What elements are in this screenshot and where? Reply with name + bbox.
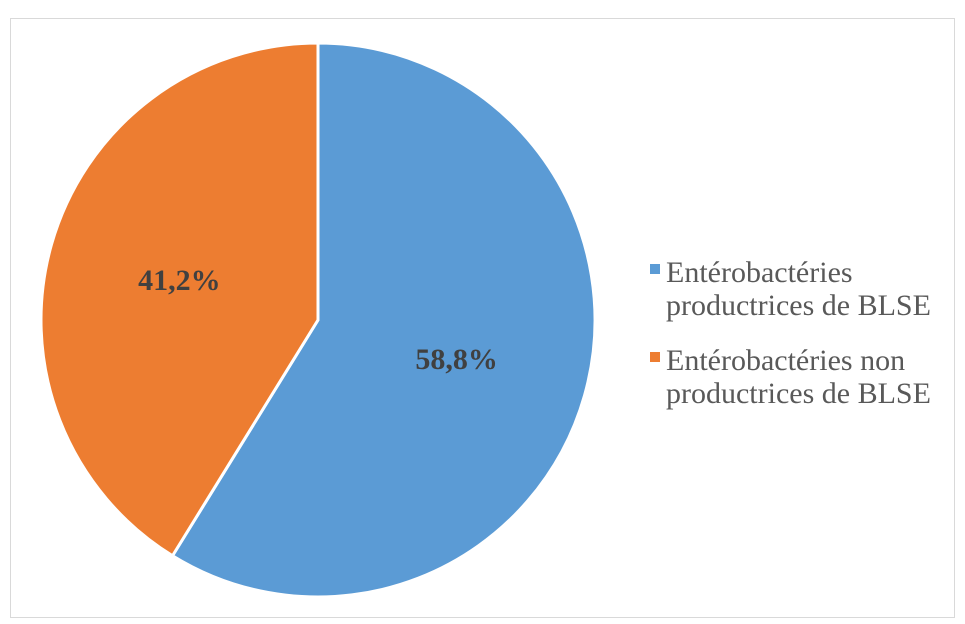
pie-slice-non-producers [39, 41, 320, 558]
legend-label-non-producers: Entérobactéries non productrices de BLSE [666, 344, 931, 410]
data-label-non-producers: 41,2% [138, 264, 221, 297]
pie-data-labels: 58,8% 41,2% [138, 264, 498, 376]
legend-item-non-producers: Entérobactéries non productrices de BLSE [650, 344, 950, 410]
legend: Entérobactéries productrices de BLSE Ent… [650, 256, 950, 432]
data-label-producers: 58,8% [415, 343, 498, 376]
legend-item-producers: Entérobactéries productrices de BLSE [650, 256, 950, 322]
legend-swatch-producers [650, 264, 660, 274]
pie-slices [39, 41, 597, 599]
legend-label-producers: Entérobactéries productrices de BLSE [666, 256, 931, 322]
legend-swatch-non-producers [650, 352, 660, 362]
pie-slice-producers [170, 41, 597, 599]
